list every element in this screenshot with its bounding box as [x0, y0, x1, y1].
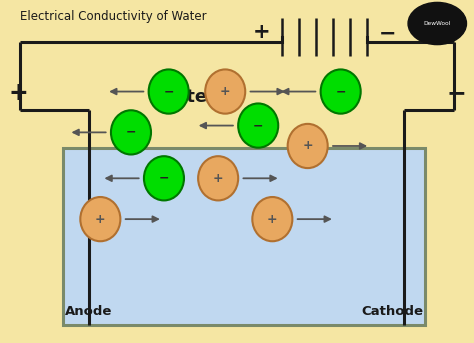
- Text: DewWool: DewWool: [424, 21, 451, 26]
- Ellipse shape: [252, 197, 292, 241]
- Text: Battery: Battery: [152, 88, 228, 106]
- Ellipse shape: [198, 156, 238, 200]
- Text: +: +: [252, 22, 270, 42]
- Text: −: −: [164, 85, 174, 98]
- Bar: [63, 148, 426, 324]
- Ellipse shape: [111, 110, 151, 154]
- Text: −: −: [446, 81, 466, 105]
- Circle shape: [408, 2, 466, 45]
- Text: −: −: [159, 172, 169, 185]
- Ellipse shape: [144, 156, 184, 200]
- Ellipse shape: [205, 69, 245, 114]
- Ellipse shape: [320, 69, 361, 114]
- Text: +: +: [213, 172, 223, 185]
- Text: +: +: [8, 81, 28, 105]
- Text: +: +: [95, 213, 106, 226]
- Text: −: −: [126, 126, 136, 139]
- Text: +: +: [267, 213, 278, 226]
- Ellipse shape: [149, 69, 189, 114]
- Text: +: +: [302, 140, 313, 153]
- Ellipse shape: [80, 197, 120, 241]
- Text: Electrical Conductivity of Water: Electrical Conductivity of Water: [20, 10, 207, 23]
- Ellipse shape: [238, 104, 278, 148]
- Text: Anode: Anode: [65, 305, 112, 318]
- Text: −: −: [378, 24, 396, 44]
- Ellipse shape: [288, 124, 328, 168]
- Text: +: +: [220, 85, 230, 98]
- Text: −: −: [336, 85, 346, 98]
- Text: −: −: [253, 119, 264, 132]
- Text: Cathode: Cathode: [361, 305, 423, 318]
